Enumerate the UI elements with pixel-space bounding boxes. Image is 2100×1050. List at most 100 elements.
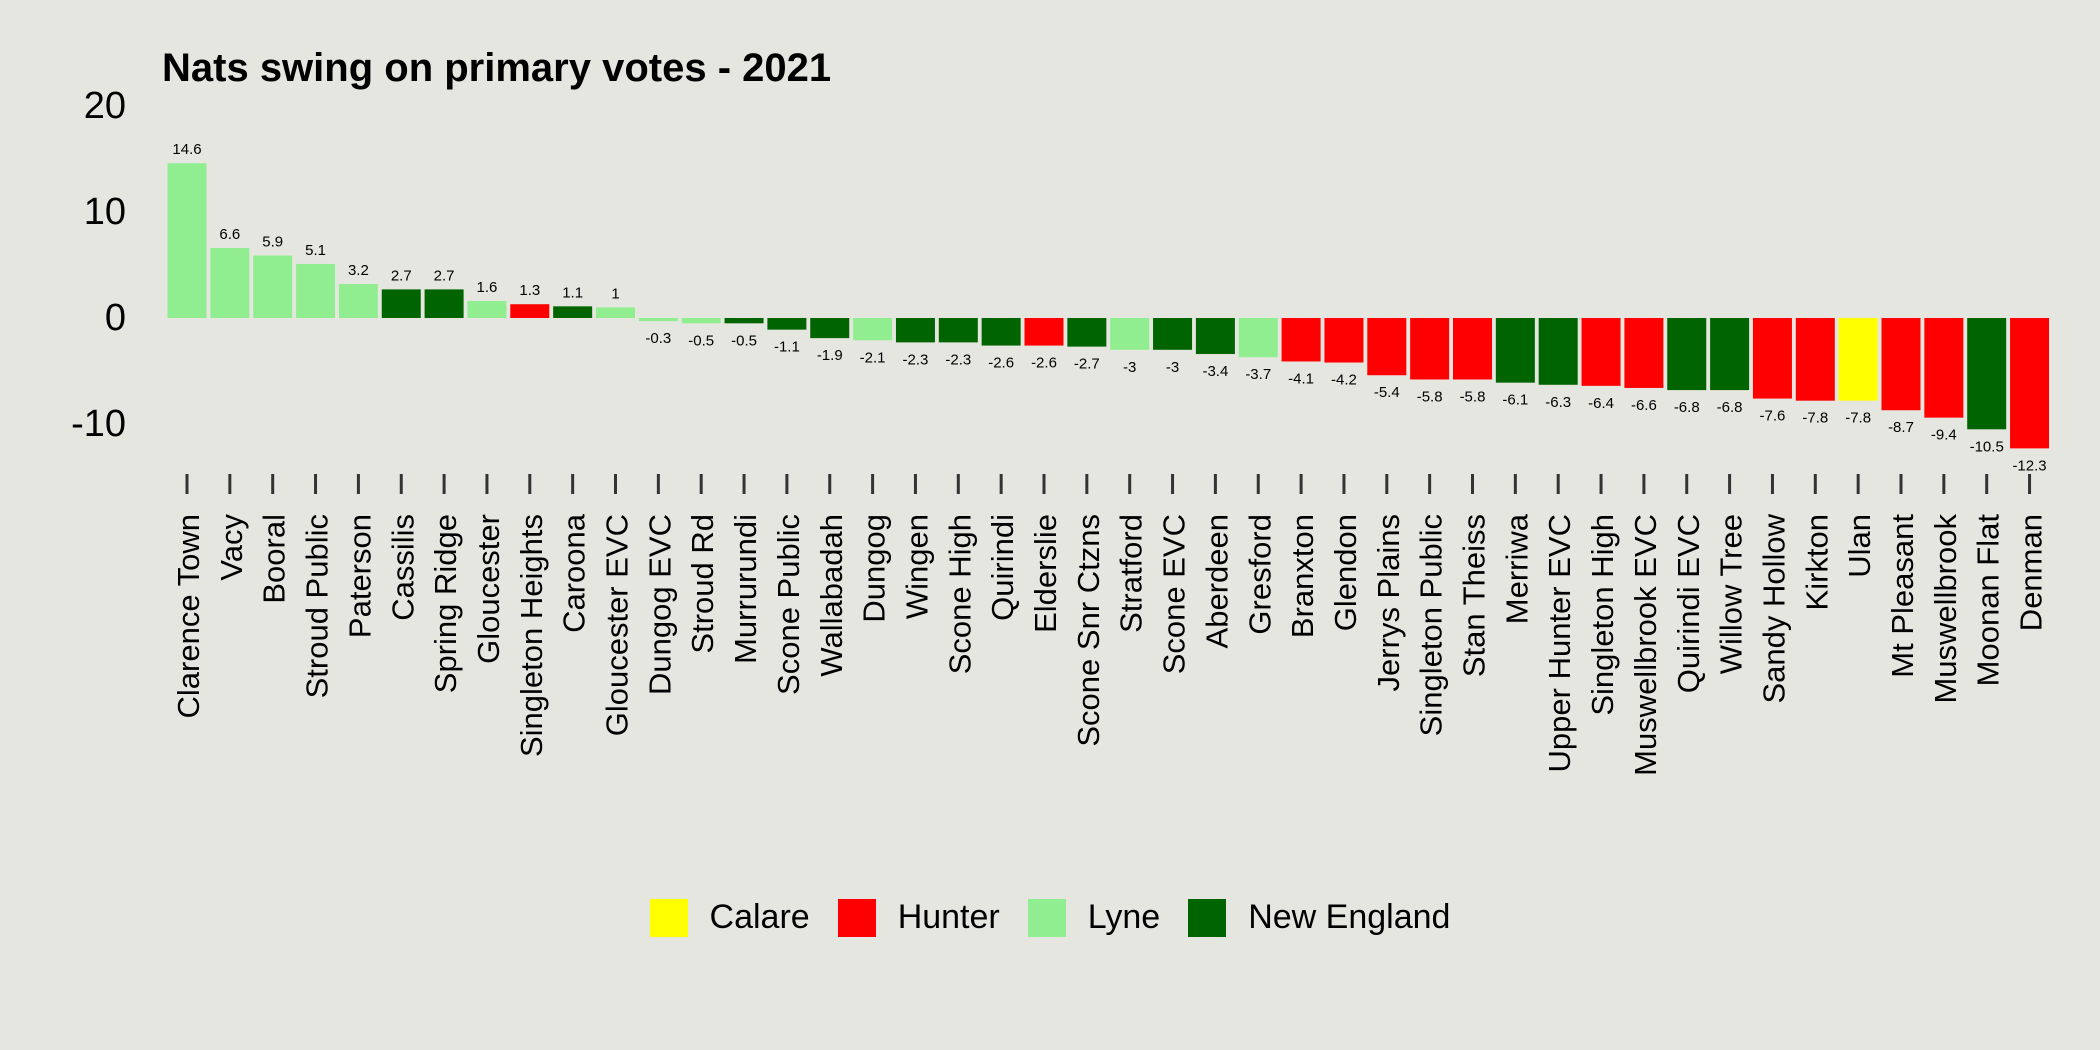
legend-label: Hunter <box>897 898 1000 936</box>
bar <box>1581 318 1621 386</box>
x-tick-label: Sandy Hollow <box>1756 513 1791 703</box>
bar <box>1967 318 2007 430</box>
x-tick-label: Aberdeen <box>1199 514 1234 648</box>
data-label: -2.3 <box>903 351 929 368</box>
x-tick-label: Mt Pleasant <box>1885 514 1920 678</box>
data-label: 6.6 <box>219 226 240 243</box>
x-tick-label: Murrurundi <box>728 514 763 664</box>
x-tick-label: Merriwa <box>1499 513 1534 624</box>
data-label: -10.5 <box>1970 438 2004 455</box>
x-tick-label: Quirindi <box>985 514 1020 621</box>
x-tick-label: Singleton Heights <box>514 514 549 757</box>
x-tick-label: Caroona <box>557 513 592 633</box>
legend-swatch <box>649 898 688 937</box>
x-tick-label: Kirkton <box>1799 514 1834 610</box>
bar <box>381 289 421 318</box>
bars <box>167 163 2050 449</box>
data-label: -5.4 <box>1374 384 1400 401</box>
data-label: -1.9 <box>817 347 843 364</box>
x-tick-label: Clarence Town <box>171 514 206 718</box>
data-label: 1.3 <box>519 282 540 299</box>
x-tick-label: Stratford <box>1114 514 1149 633</box>
bar <box>1238 318 1278 358</box>
x-tick-label: Denman <box>2014 514 2049 631</box>
bar <box>1667 318 1707 391</box>
y-tick-label: 10 <box>84 191 126 233</box>
bar <box>1710 318 1750 391</box>
data-label: -0.5 <box>688 332 714 349</box>
legend-label: Lyne <box>1087 898 1161 936</box>
data-label: -6.1 <box>1502 392 1528 409</box>
data-label: -6.3 <box>1545 394 1571 411</box>
data-label: -5.8 <box>1460 388 1486 405</box>
bar <box>1024 318 1064 346</box>
data-label: -2.1 <box>860 349 886 366</box>
bar <box>1367 318 1407 376</box>
x-tick-label: Wallabadah <box>814 514 849 677</box>
x-tick-label: Gresford <box>1242 514 1277 635</box>
x-tick-label: Singleton High <box>1585 514 1620 716</box>
x-tick-label: Dungog <box>857 514 892 623</box>
y-tick-label: 0 <box>105 297 126 339</box>
bar <box>1752 318 1792 399</box>
legend-label: New England <box>1248 898 1451 936</box>
x-tick-label: Quirindi EVC <box>1671 514 1706 693</box>
x-tick-label: Scone High <box>942 514 977 674</box>
bar <box>724 318 764 324</box>
bar <box>553 306 593 318</box>
x-tick-label: Singleton Public <box>1414 514 1449 736</box>
y-tick-label: 20 <box>84 85 126 127</box>
x-tick-label: Muswellbrook <box>1928 514 1963 704</box>
bar <box>1195 318 1235 355</box>
data-label: 2.7 <box>391 267 412 284</box>
data-label: 1.6 <box>477 279 498 296</box>
bar <box>510 304 550 318</box>
x-tick-label: Wingen <box>899 514 934 619</box>
bar <box>681 318 721 324</box>
data-label: -3.4 <box>1202 363 1228 380</box>
bar <box>1110 318 1150 350</box>
legend-item: Calare <box>649 898 810 937</box>
bar <box>1624 318 1664 388</box>
value-labels: 14.6 6.6 5.9 5.1 3.2 2.7 2.7 1.6 1.3 1.1 1 -0.3 -0.5… <box>172 141 2046 474</box>
data-label: -3.7 <box>1245 366 1271 383</box>
legend: Calare Hunter Lyne New England <box>0 898 2100 937</box>
data-label: -3 <box>1123 359 1136 376</box>
bar <box>1281 318 1321 362</box>
legend-label: Calare <box>709 898 810 936</box>
bar <box>210 248 250 318</box>
bar <box>1881 318 1921 411</box>
legend-swatch <box>837 898 876 937</box>
bar <box>467 301 507 318</box>
x-tick-label: Scone Snr Ctzns <box>1071 514 1106 747</box>
bar-chart: 20 10 0 -10 14.6 6.6 5.9 5.1 3.2 2.7 2.7 1.6 1.3 1.1… <box>71 85 2050 776</box>
x-tick-label: Gloucester EVC <box>600 514 635 736</box>
bar <box>1410 318 1450 380</box>
data-label: 3.2 <box>348 262 369 279</box>
data-label: 1 <box>611 285 619 302</box>
x-tick-label: Stroud Rd <box>685 514 720 654</box>
x-tick-label: Stroud Public <box>300 514 335 698</box>
data-label: -12.3 <box>2012 457 2046 474</box>
bar <box>1495 318 1535 383</box>
bar <box>1924 318 1964 418</box>
x-tick-label: Ulan <box>1842 514 1877 578</box>
data-label: -6.6 <box>1631 397 1657 414</box>
data-label: -5.8 <box>1417 388 1443 405</box>
data-label: -2.6 <box>988 355 1014 372</box>
data-label: 1.1 <box>562 284 583 301</box>
bar <box>1453 318 1492 380</box>
data-label: -6.4 <box>1588 395 1614 412</box>
bar <box>253 255 293 318</box>
legend-swatch <box>1027 898 1066 937</box>
bar <box>1067 318 1107 347</box>
bar <box>1538 318 1578 385</box>
x-tick-label: Vacy <box>214 514 249 581</box>
x-tick-label: Branxton <box>1285 514 1320 638</box>
legend-item: Lyne <box>1027 898 1161 937</box>
data-label: -2.3 <box>945 351 971 368</box>
data-label: -0.5 <box>731 332 757 349</box>
legend-item: Hunter <box>837 898 1000 937</box>
data-label: -4.1 <box>1288 370 1314 387</box>
data-label: -1.1 <box>774 339 800 356</box>
